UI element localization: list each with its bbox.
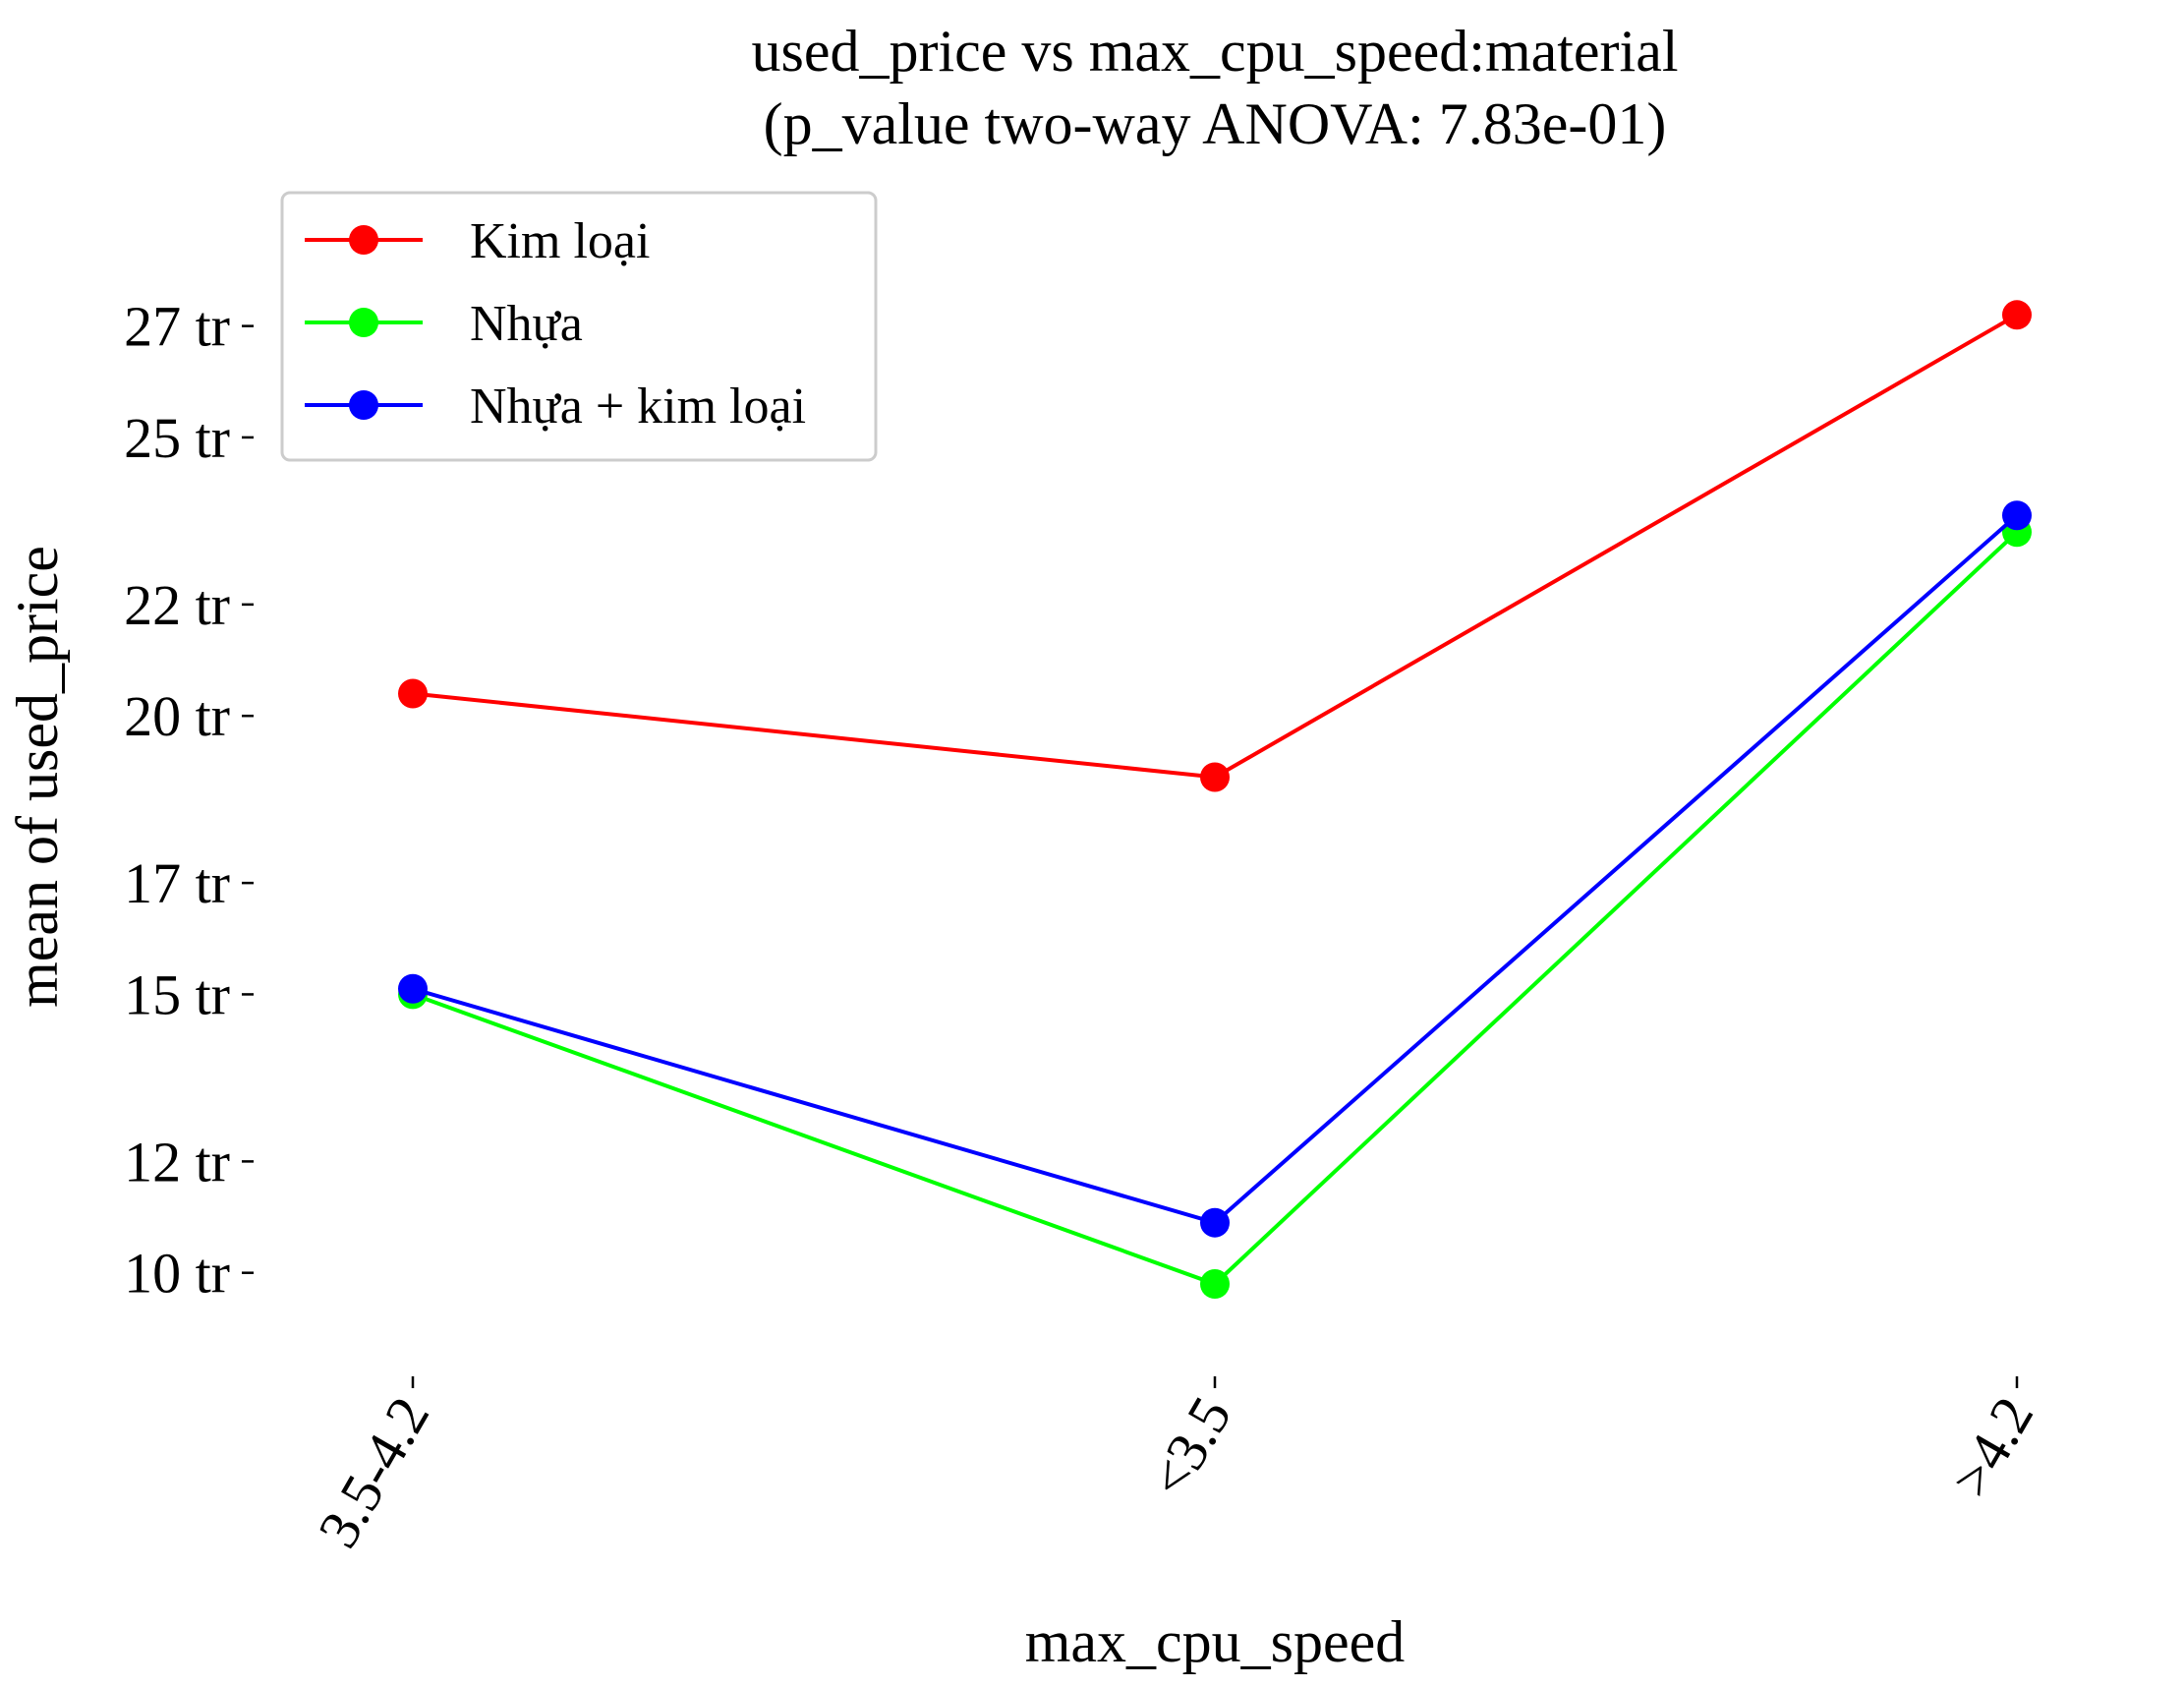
data-point <box>1200 762 1230 792</box>
legend-swatch-marker <box>349 225 378 255</box>
data-point <box>1200 1269 1230 1300</box>
y-tick-label: 17 tr <box>124 851 230 915</box>
legend-label: Nhựa <box>470 296 583 352</box>
chart-title: used_price vs max_cpu_speed:material <box>751 19 1678 84</box>
x-tick-label: <3.5 <box>1136 1386 1243 1508</box>
x-tick-label: >4.2 <box>1938 1386 2045 1508</box>
y-tick-label: 25 tr <box>124 406 230 470</box>
data-point <box>1200 1207 1230 1238</box>
legend-item: Kim loại <box>305 213 650 269</box>
y-tick-label: 15 tr <box>124 962 230 1026</box>
data-point <box>398 678 428 709</box>
y-tick-label: 22 tr <box>124 573 230 637</box>
data-point <box>2002 300 2032 330</box>
legend: Kim loại Nhựa Nhựa + kim loại <box>280 191 878 462</box>
y-tick-label: 10 tr <box>124 1242 230 1306</box>
series-group <box>398 500 2032 1238</box>
legend-swatch-marker <box>349 390 378 420</box>
legend-swatch-marker <box>349 308 378 337</box>
y-axis: 10 tr 12 tr 15 tr 17 tr 20 tr 22 tr 25 tr 27 tr <box>124 295 254 1306</box>
y-tick-label: 20 tr <box>124 684 230 748</box>
y-tick-label: 27 tr <box>124 295 230 359</box>
legend-item: Nhựa <box>305 296 583 352</box>
legend-label: Kim loại <box>470 213 650 269</box>
series-layer <box>398 300 2032 1300</box>
y-tick-label: 12 tr <box>124 1130 230 1193</box>
legend-box <box>280 191 878 462</box>
x-axis: 3.5-4.2 <3.5 >4.2 <box>306 1376 2045 1558</box>
series-group <box>398 517 2032 1300</box>
y-axis-label: mean of used_price <box>5 546 70 1008</box>
chart-subtitle: (p_value two-way ANOVA: 7.83e-01) <box>764 91 1667 156</box>
data-point <box>2002 500 2032 531</box>
legend-item: Nhựa + kim loại <box>305 378 806 435</box>
x-axis-label: max_cpu_speed <box>1025 1609 1406 1674</box>
x-tick-label: 3.5-4.2 <box>306 1386 441 1558</box>
series-line <box>412 530 2019 1287</box>
series-line <box>412 513 2019 1225</box>
data-point <box>398 973 428 1004</box>
legend-label: Nhựa + kim loại <box>470 378 806 435</box>
series-group <box>398 300 2032 792</box>
